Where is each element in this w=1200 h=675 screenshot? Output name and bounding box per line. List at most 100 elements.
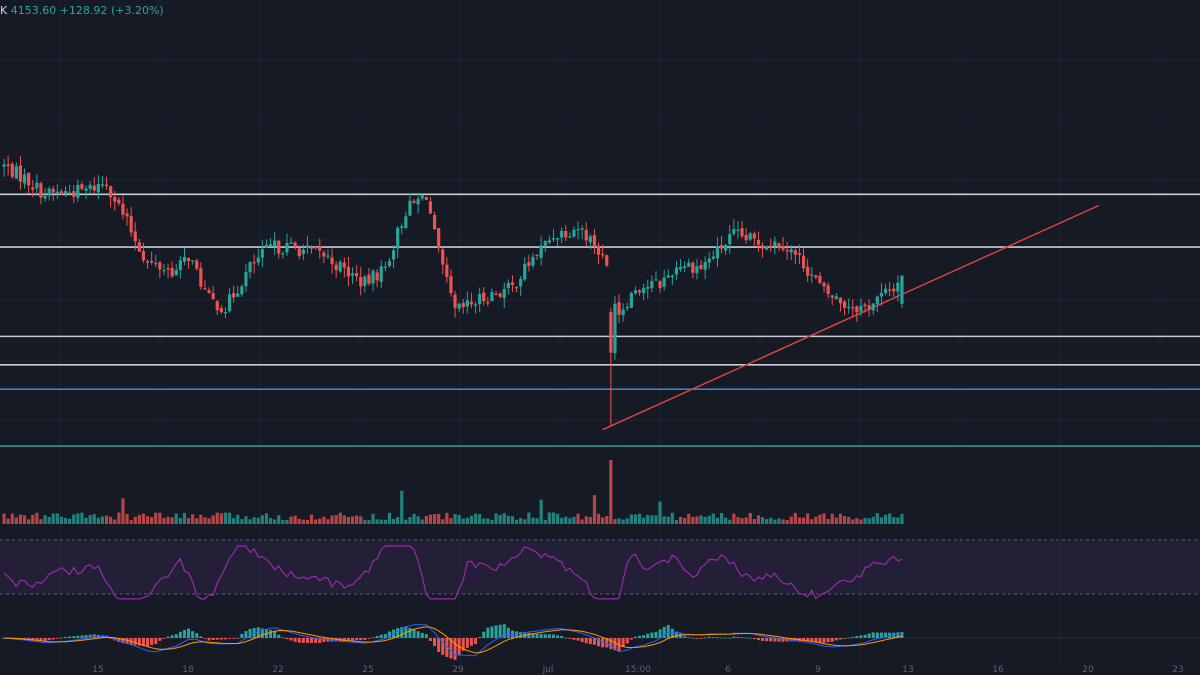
macd-histogram-bar [318, 638, 322, 643]
volume-bar [810, 519, 814, 524]
macd-histogram-bar [420, 632, 424, 638]
time-axis-label: 29 [452, 665, 464, 675]
volume-bar [170, 517, 174, 524]
trendline-group[interactable] [602, 204, 1100, 431]
macd-histogram-bar [588, 638, 592, 645]
volume-bar [596, 513, 601, 524]
candle-body [133, 231, 137, 242]
volume-bar [847, 516, 851, 524]
macd-histogram-bar [564, 637, 568, 639]
volume-bar [445, 512, 449, 524]
macd-histogram-bar [223, 638, 227, 640]
candle-body [892, 288, 896, 292]
macd-histogram-bar [424, 634, 428, 638]
volume-bar [14, 517, 18, 524]
candle-body [851, 307, 855, 309]
volume-bar [338, 512, 342, 524]
volume-bar [756, 515, 761, 524]
macd-histogram-bar [437, 638, 441, 652]
macd-histogram-bar [240, 633, 244, 638]
macd-histogram-bar [875, 632, 879, 638]
volume-bar [539, 499, 543, 524]
volume-bar [260, 515, 264, 524]
volume-bar [457, 514, 461, 524]
volume-bar [342, 515, 346, 524]
volume-bar [781, 519, 785, 524]
macd-signal-line [3, 626, 903, 654]
candle-body [264, 244, 269, 248]
macd-histogram-bar [806, 638, 810, 642]
volume-bar [96, 517, 100, 524]
candle-body [92, 185, 96, 191]
candle-body [219, 308, 223, 313]
candle-body [2, 164, 6, 167]
volume-bar [892, 517, 896, 524]
candle-body [646, 286, 650, 289]
volume-bar [158, 512, 162, 524]
candle-body [855, 306, 859, 313]
volume-bar [104, 515, 109, 524]
macd-histogram-bar [773, 638, 777, 642]
volume-bar [502, 513, 506, 524]
volume-bar [305, 519, 310, 524]
volume-bar [687, 513, 691, 524]
candle-body [654, 279, 658, 281]
candle-body [715, 246, 720, 259]
macd-histogram-bar [781, 638, 785, 642]
volume-bar [318, 518, 322, 524]
volume-bar [765, 519, 769, 524]
candle-body [519, 278, 523, 287]
volume-bar [871, 516, 875, 524]
candle-body [178, 260, 182, 270]
macd-histogram-bar [490, 626, 494, 638]
volume-bar [482, 518, 486, 524]
volume-bar [273, 519, 277, 524]
candle-body [39, 183, 43, 198]
volume-bar [375, 519, 379, 524]
volume-bar [141, 513, 146, 524]
volume-bar [506, 515, 510, 524]
volume-bar [326, 519, 330, 524]
volume-bar [752, 519, 756, 524]
volume-bar [621, 519, 625, 524]
macd-histogram-bar [228, 638, 232, 639]
time-axis-label: 9 [815, 665, 821, 675]
macd-histogram-bar [367, 638, 371, 639]
macd-pane [0, 624, 1200, 660]
volume-bar [137, 514, 141, 524]
candle-body [785, 250, 789, 252]
macd-histogram-bar [896, 632, 900, 638]
macd-histogram-bar [146, 638, 150, 647]
candle-body [883, 288, 888, 293]
volume-bar [724, 517, 728, 524]
ascending-trendline[interactable] [602, 204, 1100, 431]
volume-bar [387, 512, 392, 524]
price-change: +128.92 [59, 4, 108, 17]
volume-bar [777, 518, 781, 524]
volume-bar [838, 513, 843, 524]
candle-body [6, 164, 10, 166]
macd-histogram-bar [494, 625, 498, 638]
macd-histogram-bar [449, 638, 453, 659]
candle-body [387, 260, 392, 267]
candle-body [867, 305, 871, 310]
candle-body [59, 191, 64, 195]
macd-histogram-bar [121, 638, 125, 644]
volume-bar [129, 520, 133, 524]
macd-histogram-bar [527, 632, 531, 638]
candle-body [547, 240, 551, 243]
rsi-line [3, 545, 903, 600]
candle-body [543, 241, 547, 246]
macd-histogram-bar [232, 638, 236, 639]
macd-histogram-bar [691, 637, 695, 639]
macd-histogram-bar [732, 636, 736, 638]
candle-body [232, 293, 236, 298]
candle-body [502, 288, 506, 299]
horizontal-levels[interactable] [0, 193, 1200, 447]
candle-body [551, 238, 556, 240]
macd-histogram-bar [547, 634, 551, 638]
volume-bar [346, 517, 351, 524]
volume-bar [510, 516, 515, 524]
volume-bar [867, 518, 871, 524]
